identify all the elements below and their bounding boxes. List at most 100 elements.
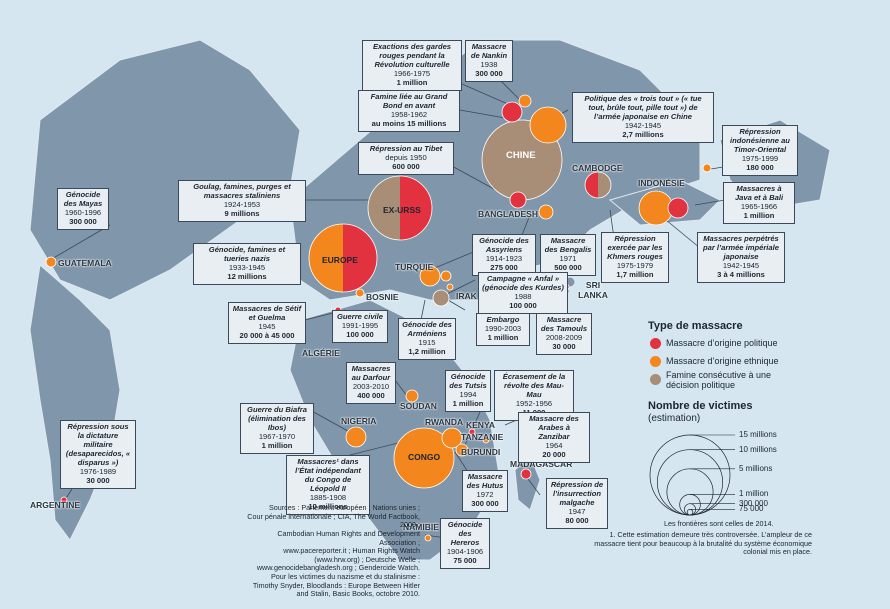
bubble-cambodge [584, 171, 612, 199]
box-bengalis: Massacre des Bengalis 1971 500 000 [540, 234, 596, 276]
box-victims: 9 millions [224, 208, 260, 218]
label-tanzanie: TANZANIE [461, 432, 504, 442]
box-title: Massacres perpétrés par l’armée impérial… [703, 234, 779, 261]
box-title: Massacre de Nankin [470, 42, 508, 60]
box-title: Guerre du Biafra (élimination des Ibos) [247, 405, 307, 432]
scale-label: 1 million [739, 489, 769, 499]
box-dates: 1933-1945 [228, 262, 266, 272]
box-dates: 1947 [568, 506, 586, 516]
box-victims: 275 000 [490, 262, 518, 272]
box-bosnie: Guerre civile 1991-1995 100 000 [332, 310, 388, 343]
box-title: Répression indonésienne au Timor-Orienta… [730, 127, 790, 154]
sources: Sources : Parlement européen ; Nations u… [240, 503, 420, 599]
label-indonesie: INDONÉSIE [638, 178, 685, 188]
box-title: Massacre des Tamouls [540, 315, 588, 333]
label-soudan: SOUDAN [400, 401, 437, 411]
box-tibet: Répression au Tibet depuis 1950 600 000 [358, 142, 454, 175]
scale-label: 75 000 [739, 504, 764, 514]
box-dates: 1990-2003 [484, 323, 522, 333]
box-victims: au moins 15 millions [371, 118, 447, 128]
bubble-irak [432, 289, 450, 307]
box-dates: 1975-1999 [741, 153, 779, 163]
bubble-turquie [419, 265, 441, 287]
source-line: www.genocidebangladesh.org ; Gendercide … [256, 563, 420, 582]
label-cambodge: CAMBODGE [572, 163, 623, 173]
box-tamouls: Massacre des Tamouls 2008-2009 30 000 [536, 313, 592, 355]
box-dates: 1938 [480, 59, 498, 69]
box-biafra: Guerre du Biafra (élimination des Ibos) … [240, 403, 314, 454]
box-victims: 75 000 [453, 555, 477, 565]
box-title: Massacres¹ dans l’État indépendant du Co… [295, 457, 361, 493]
label-bangladesh: BANGLADESH [478, 209, 538, 219]
box-dates: 1952-1956 [515, 398, 553, 408]
box-title: Répression sous la dictature militaire (… [65, 422, 131, 467]
bubble-darfour [405, 389, 419, 403]
bubble-zanzibar [482, 436, 490, 444]
label-kenya: KENYA [466, 420, 495, 430]
box-victims: 3 à 4 millions [717, 269, 765, 279]
box-title: Génocide des Arméniens [402, 320, 452, 338]
box-victims: 30 000 [86, 475, 110, 485]
box-dates: 1942-1945 [722, 260, 760, 270]
box-title: Massacres au Darfour [351, 364, 391, 382]
scale-label: 15 millions [739, 430, 777, 439]
label-algerie: ALGÉRIE [302, 348, 340, 358]
box-victims: 2,7 millions [622, 129, 664, 139]
label-nigeria: NIGERIA [341, 416, 377, 426]
box-dates: 1976-1989 [79, 466, 117, 476]
box-dates: 1971 [559, 253, 577, 263]
legend-victims-subtitle: (estimation) [648, 413, 701, 424]
bubble-bosnie [355, 288, 365, 298]
box-victims: 100 000 [346, 329, 374, 339]
legend-ethnic-label: Massacre d’origine ethnique [666, 356, 779, 366]
box-goulag: Goulag, famines, purges et massacres sta… [178, 180, 306, 222]
box-title: Génocide des Assyriens [479, 236, 529, 254]
box-victims: 180 000 [746, 162, 774, 172]
label-europe: EUROPE [322, 255, 358, 265]
source-line: Cour pénale internationale ; CIA, The Wo… [247, 511, 420, 530]
label-guatemala: GUATEMALA [58, 258, 112, 268]
box-victims: 500 000 [554, 262, 582, 272]
legend-political-label: Massacre d’origine politique [666, 338, 778, 348]
legend-famine-label: Famine consécutive à une décision politi… [666, 370, 772, 391]
box-timor: Répression indonésienne au Timor-Orienta… [722, 125, 798, 176]
box-dates: 1988 [514, 291, 532, 301]
box-anfal: Campagne « Anfal » (génocide des Kurdes)… [478, 272, 568, 314]
legend-political-dot [650, 338, 661, 349]
box-title: Génocide des Tutsis [449, 372, 487, 390]
box-title: Massacre des Bengalis [544, 236, 592, 254]
box-title: Campagne « Anfal » (génocide des Kurdes) [482, 274, 564, 292]
bubble-java [667, 197, 689, 219]
box-dates: depuis 1950 [385, 152, 427, 162]
label-exurss: EX-URSS [383, 205, 421, 215]
box-congo: Massacres¹ dans l’État indépendant du Co… [286, 455, 370, 515]
box-dates: 1958-1962 [390, 109, 428, 119]
scale-label: 300 000 [739, 498, 768, 508]
bubble-madagascar [520, 468, 532, 480]
box-darfour: Massacres au Darfour 2003-2010 400 000 [346, 362, 396, 404]
legend-ethnic-dot [650, 356, 661, 367]
box-khmers: Répression exercée par les Khmers rouges… [601, 232, 669, 283]
box-victims: 1,7 million [616, 269, 654, 279]
label-bosnie: BOSNIE [366, 292, 399, 302]
bubble-bangladesh [538, 204, 554, 220]
bubble-europe-left [309, 224, 343, 292]
box-title: Politique des « trois tout » (« tue tout… [584, 94, 702, 121]
box-victims: 1 million [452, 398, 484, 408]
box-hereros: Génocide des Hereros 1904-1906 75 000 [440, 518, 490, 569]
scale-label: 10 millions [739, 444, 777, 454]
bubble-guatemala [45, 256, 57, 268]
box-title: Génocide, famines et tueries nazis [208, 245, 286, 263]
box-title: Goulag, famines, purges et massacres sta… [193, 182, 291, 200]
box-dates: 1885-1908 [309, 492, 347, 502]
bubble-kenya [468, 428, 476, 436]
box-dates: 1964 [545, 440, 563, 450]
bubble-rwanda [441, 427, 463, 449]
box-victims: 1 million [261, 440, 293, 450]
box-title: Génocide des Mayas [63, 190, 103, 208]
source-line: Cambodian Human Rights and Development A… [277, 528, 420, 547]
box-title: Écrasement de la révolte des Mau-Mau [502, 372, 566, 399]
box-title: Massacres à Java et à Bali [734, 184, 784, 202]
box-dates: 2008-2009 [545, 332, 583, 342]
box-title: Génocide des Hereros [447, 520, 483, 547]
